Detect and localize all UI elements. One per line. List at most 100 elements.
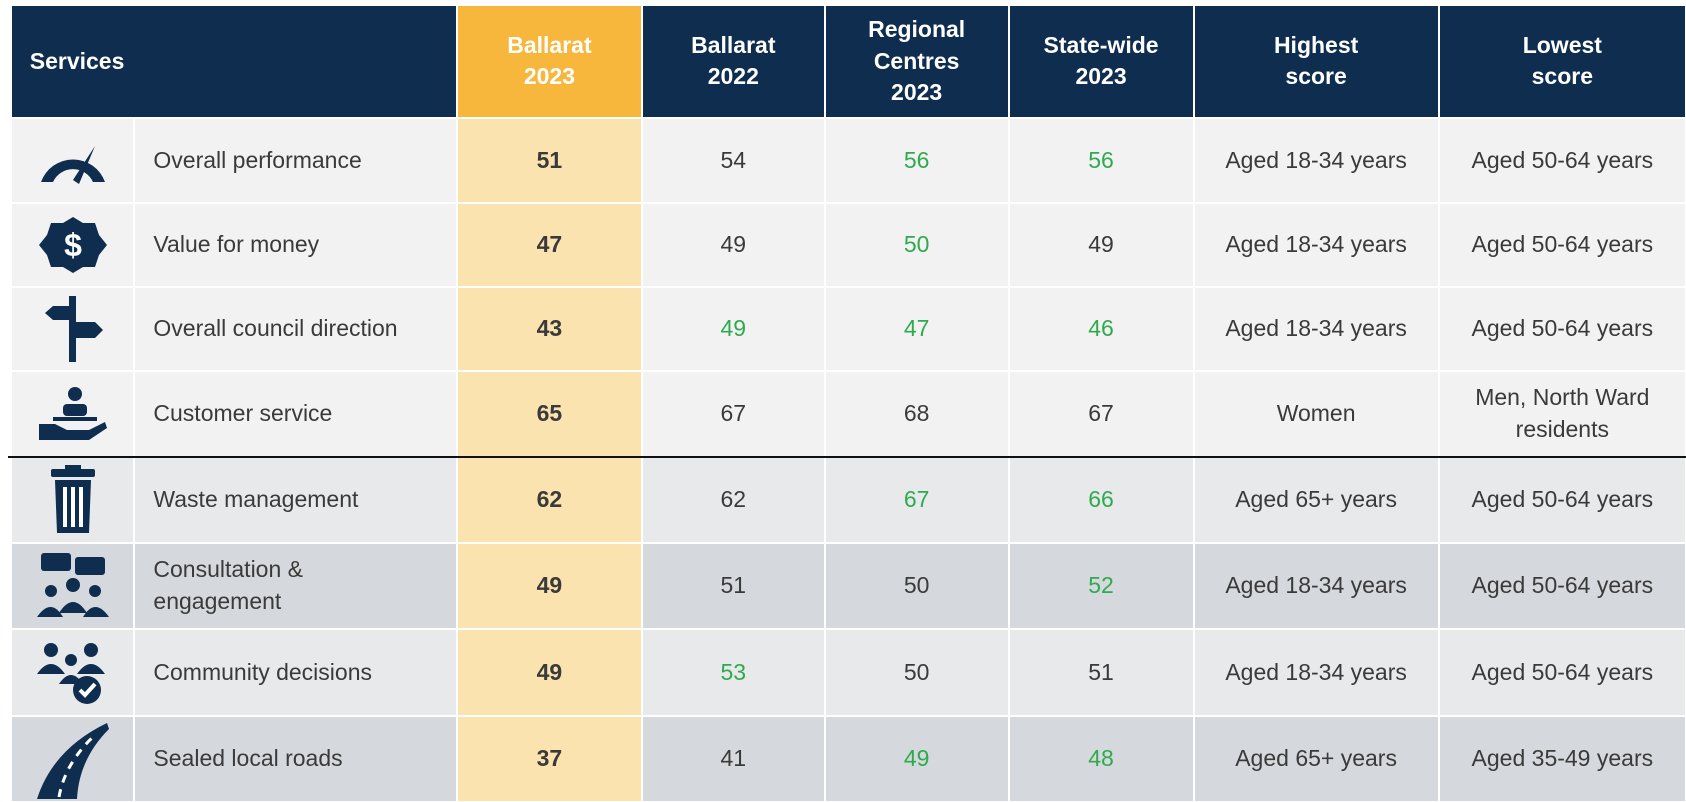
gauge-icon [40,146,105,185]
header-cell-text: State-wide 2023 [1043,31,1159,90]
icon-cell [11,629,134,716]
highest-group: Aged 65+ years [1194,457,1438,543]
score: 47 [457,204,641,286]
score: 67 [1009,372,1193,456]
highest-group-text: Aged 18-34 years [1225,231,1407,257]
score: 49 [642,287,824,371]
money-icon: $ [38,216,107,273]
decisions-icon [36,642,105,704]
service-label: Consultation & engagement [135,544,456,628]
score: 51 [1009,629,1193,716]
score: 68 [825,372,1008,456]
highest-group-text: Aged 18-34 years [1225,314,1407,341]
lowest-group-text: Aged 50-64 years [1471,486,1654,513]
score-text: 62 [720,486,747,513]
separator [8,455,1686,458]
lowest-group-text: Aged 50-64 years [1471,231,1654,257]
score-text: 37 [536,745,563,772]
service-label-text: Sealed local roads [153,745,343,772]
score: 48 [1009,717,1193,801]
score-text: 41 [720,745,747,772]
score: 49 [1009,204,1193,286]
score: 54 [642,118,824,203]
score: 49 [642,204,824,286]
header-cell: Ballarat 2022 [642,6,824,117]
service-label-text: Value for money [153,231,320,257]
score: 50 [825,204,1008,286]
lowest-group: Aged 50-64 years [1439,287,1685,371]
highest-group-text: Aged 18-34 years [1225,146,1407,173]
highest-group: Aged 18-34 years [1194,204,1438,286]
highest-group-text: Aged 65+ years [1235,486,1397,513]
score-text: 53 [720,658,747,685]
highest-group-text: Aged 18-34 years [1225,572,1407,599]
score-text: 47 [903,314,930,341]
score: 41 [642,717,824,801]
lowest-group: Aged 50-64 years [1439,118,1685,203]
lowest-group-text: Aged 50-64 years [1471,146,1654,173]
score: 67 [825,457,1008,543]
score-text: 68 [903,399,930,426]
score: 51 [457,118,641,203]
score-text: 65 [536,399,563,426]
service-label-text: Overall performance [153,146,362,173]
highest-group-text: Women [1276,399,1356,426]
score: 49 [825,717,1008,801]
score: 37 [457,717,641,801]
score-text: 47 [536,231,563,257]
service-icon [38,386,107,440]
score-text: 66 [1088,486,1114,513]
signpost-icon [44,295,103,362]
score: 52 [1009,544,1193,628]
lowest-group: Aged 50-64 years [1439,544,1685,628]
score: 56 [1009,118,1193,203]
highest-group: Aged 18-34 years [1194,118,1438,203]
header-cell-text: Ballarat 2022 [691,31,776,90]
lowest-group: Aged 50-64 years [1439,457,1685,543]
header-cell-text: Ballarat 2023 [507,31,592,90]
lowest-group: Aged 35-49 years [1439,717,1685,801]
score-text: 49 [720,314,747,341]
highest-group: Aged 18-34 years [1194,629,1438,716]
score-text: 49 [903,745,930,772]
lowest-group: Men, North Ward residents [1439,372,1685,456]
service-label: Sealed local roads [135,717,456,801]
service-label: Value for money [135,204,456,286]
header-cell: Services [11,6,456,117]
score-text: 48 [1088,745,1114,772]
service-label: Community decisions [135,629,456,716]
header-cell: Highest score [1194,6,1438,117]
service-label: Customer service [135,372,456,456]
highest-group: Women [1194,372,1438,456]
service-label-text: Community decisions [153,658,372,685]
svg-text:$: $ [64,227,82,263]
score: 50 [825,544,1008,628]
score-text: 67 [720,399,747,426]
score: 49 [457,544,641,628]
score-text: 56 [1088,146,1114,173]
service-label: Overall council direction [135,287,456,371]
score-text: 52 [1088,572,1114,599]
header-cell: Ballarat 2023 [457,6,641,117]
score-text: 56 [903,146,930,173]
service-label: Overall performance [135,118,456,203]
score-text: 50 [903,572,930,599]
service-label-text: Waste management [153,486,359,513]
score-text: 50 [903,658,930,685]
consultation-icon [36,552,109,617]
bin-icon [50,464,95,533]
score: 62 [642,457,824,543]
highest-group-text: Aged 65+ years [1235,745,1397,772]
service-label-text: Consultation & engagement [153,556,303,614]
score-text: 49 [1088,231,1114,257]
lowest-group-text: Aged 50-64 years [1471,572,1654,599]
score: 50 [825,629,1008,716]
score: 51 [642,544,824,628]
lowest-group-text: Aged 50-64 years [1471,314,1654,341]
score-text: 67 [1088,399,1114,426]
score: 47 [825,287,1008,371]
header-cell-text: Lowest score [1522,31,1602,90]
lowest-group-text: Aged 35-49 years [1471,745,1654,772]
lowest-group: Aged 50-64 years [1439,204,1685,286]
